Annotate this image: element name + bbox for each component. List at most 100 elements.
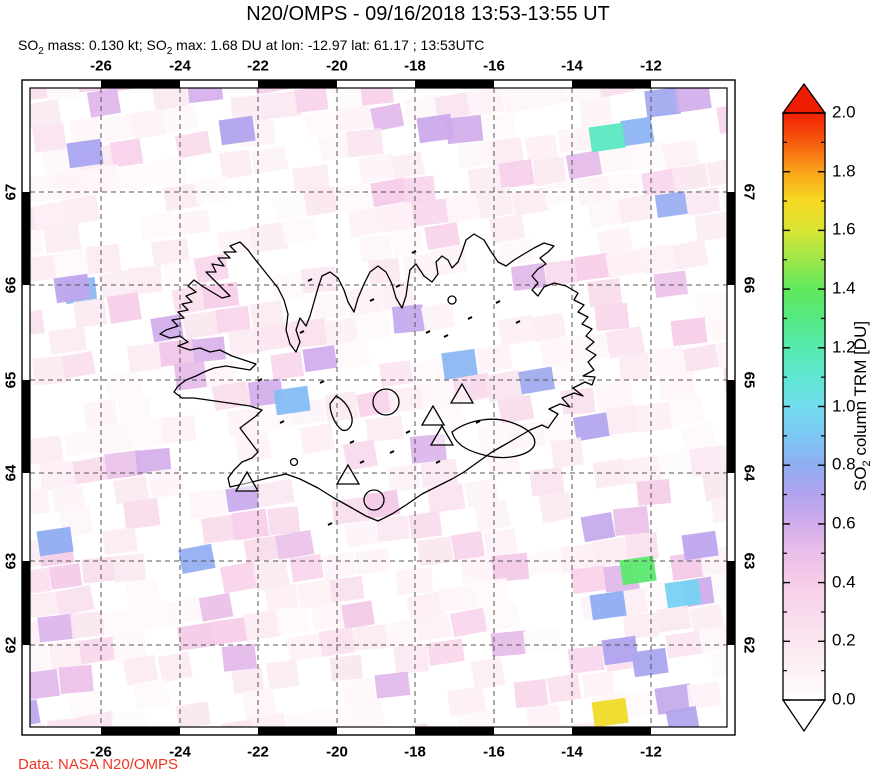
border-band-segment: [415, 727, 494, 735]
lon-tick-label-top: -26: [90, 57, 112, 75]
so2-pixel: [270, 351, 305, 380]
so2-pixel: [174, 208, 211, 237]
so2-pixel: [226, 408, 261, 437]
so2-pixel: [570, 565, 608, 594]
water-speck: [395, 284, 401, 288]
so2-pixel: [546, 673, 582, 704]
so2-pixel: [450, 530, 485, 561]
so2-pixel: [177, 622, 215, 651]
so2-pixel: [601, 146, 635, 173]
so2-pixel: [622, 612, 660, 640]
so2-pixel: [591, 536, 631, 568]
so2-pixel: [334, 181, 374, 213]
border-band-segment: [572, 727, 651, 735]
so2-pixel: [350, 699, 385, 727]
so2-pixel: [365, 415, 404, 442]
lon-tick-label-top: -12: [640, 57, 662, 75]
lon-tick-label-bottom: -20: [326, 743, 348, 761]
volcano-triangle-marker: [429, 424, 455, 446]
so2-pixel: [296, 579, 333, 611]
so2-pixel: [661, 138, 700, 170]
so2-pixel: [211, 380, 251, 411]
so2-pixel: [746, 413, 783, 442]
so2-pixel: [674, 88, 712, 113]
subtitle-sub2: 2: [166, 45, 173, 57]
so2-pixel: [497, 394, 535, 425]
so2-pixel: [498, 159, 535, 189]
so2-pixel: [483, 602, 521, 633]
so2-pixel: [188, 488, 227, 519]
so2-pixel: [321, 551, 357, 580]
so2-pixel: [122, 497, 161, 530]
so2-pixel: [557, 126, 591, 154]
so2-pixel: [214, 305, 251, 334]
so2-pixel: [416, 536, 454, 567]
so2-pixel-notable: [218, 115, 256, 146]
so2-pixel: [30, 309, 45, 338]
so2-pixel: [216, 228, 254, 256]
water-speck: [279, 420, 285, 424]
so2-pixel: [742, 566, 778, 597]
so2-pixel: [267, 506, 301, 536]
so2-pixel: [424, 222, 461, 251]
border-band-segment: [22, 645, 30, 727]
so2-pixel: [262, 90, 301, 120]
so2-pixel-notable: [631, 647, 669, 678]
so2-pixel: [281, 216, 318, 245]
so2-pixel: [48, 640, 84, 671]
lat-tick-label-right: 64: [740, 464, 758, 482]
so2-pixel: [104, 450, 143, 480]
so2-pixel: [345, 127, 384, 158]
so2-pixel: [669, 551, 705, 581]
so2-pixel: [594, 379, 634, 412]
so2-pixel: [162, 257, 200, 289]
glacier-hofsjokull: [372, 388, 400, 416]
so2-pixel: [151, 88, 190, 111]
lat-tick-label-right: 65: [740, 371, 758, 389]
so2-pixel: [112, 631, 147, 663]
border-band-segment: [22, 192, 30, 285]
so2-pixel: [221, 643, 258, 672]
so2-pixel: [264, 583, 299, 611]
lat-tick-label-right: 66: [740, 276, 758, 294]
so2-pixel: [538, 491, 574, 524]
so2-pixel: [323, 316, 363, 348]
subtitle-sub1: 2: [38, 45, 44, 57]
border-band-segment: [337, 727, 415, 735]
so2-pixel: [118, 396, 152, 426]
so2-pixel: [51, 482, 86, 513]
so2-pixel: [466, 88, 505, 117]
so2-pixel: [489, 136, 525, 168]
data-credit-text: Data: NASA N20/OMPS: [18, 756, 179, 773]
so2-pixel: [198, 592, 234, 622]
so2-pixel: [441, 348, 478, 380]
so2-pixel: [272, 193, 307, 222]
so2-pixel: [112, 553, 147, 583]
so2-pixel: [352, 624, 391, 651]
water-speck: [327, 522, 333, 526]
outer-frame: [21, 79, 736, 736]
lake-thingvallavatn: [289, 457, 299, 467]
so2-pixel: [48, 563, 83, 590]
so2-pixel: [163, 596, 203, 626]
lat-tick-label-left: 67: [2, 183, 20, 201]
so2-pixel-notable: [273, 385, 311, 416]
so2-pixel: [445, 192, 480, 223]
so2-pixel: [243, 535, 282, 564]
so2-pixel: [68, 689, 106, 720]
water-speck: [369, 298, 375, 302]
so2-pixel: [86, 88, 122, 118]
so2-pixel: [482, 113, 516, 141]
lon-tick-label-bottom: -14: [561, 743, 583, 761]
border-band-segment: [22, 380, 30, 473]
so2-pixel: [127, 264, 164, 295]
so2-pixel: [483, 528, 518, 557]
so2-pixel: [410, 357, 447, 386]
so2-pixel: [335, 338, 371, 370]
so2-pixel: [303, 186, 338, 217]
border-band-segment: [22, 561, 30, 645]
lon-tick-label-bottom: -16: [483, 743, 505, 761]
so2-pixel: [70, 610, 105, 639]
border-band-segment: [727, 561, 735, 645]
so2-pixel: [594, 302, 630, 332]
